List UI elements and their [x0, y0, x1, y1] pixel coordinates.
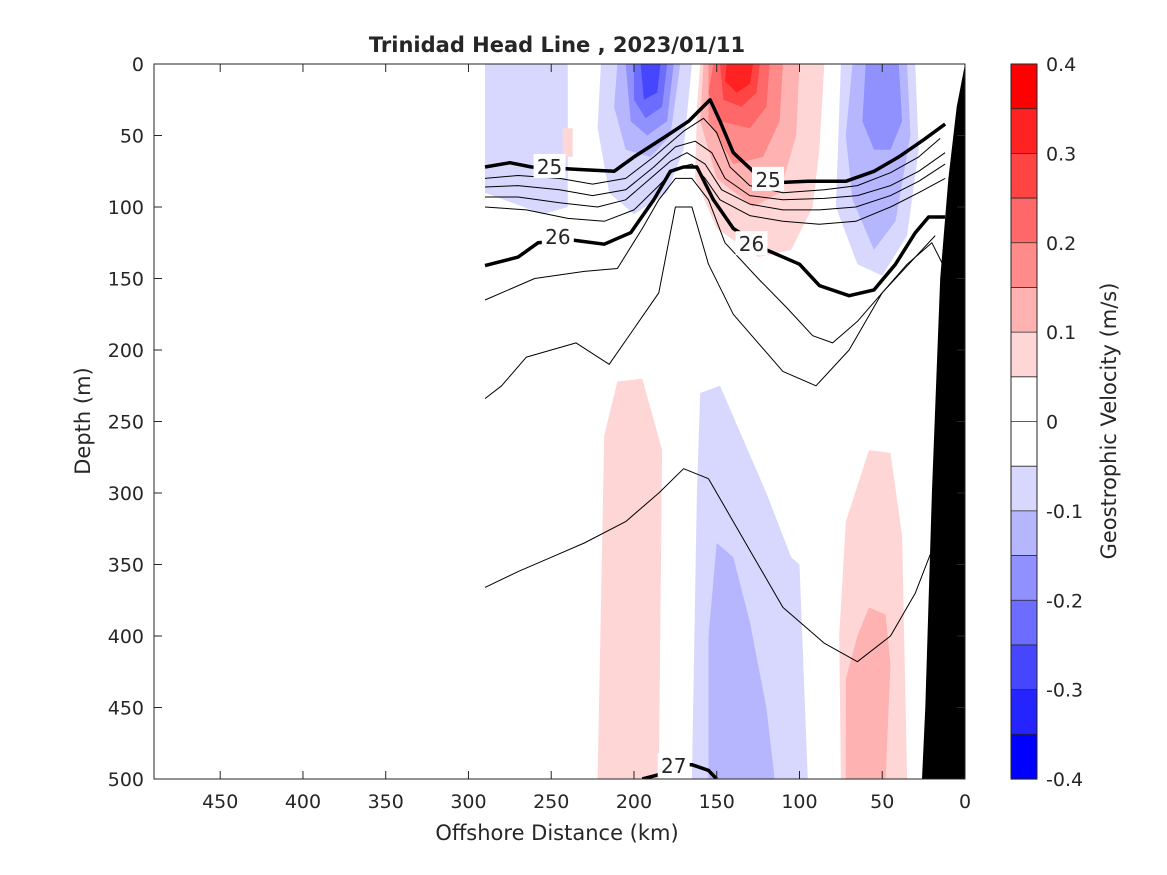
velocity-region-1 [485, 64, 568, 215]
velocity-region-7 [640, 64, 661, 100]
x-tick-label: 450 [202, 791, 238, 813]
x-tick-label: 350 [368, 791, 404, 813]
colorbar-band-4 [1011, 198, 1037, 244]
colorbar-band-7 [1011, 332, 1037, 378]
contour-label-2: 25 [755, 168, 780, 192]
colorbar-band-3 [1011, 153, 1037, 199]
velocity-region-17 [597, 378, 663, 779]
contour-label-bg-4 [735, 231, 768, 256]
y-tick-label: 300 [108, 483, 144, 505]
x-tick-label: 0 [959, 791, 971, 813]
colorbar-band-14 [1011, 644, 1037, 691]
density-contour-4 [485, 152, 946, 211]
colorbar-band-6 [1011, 287, 1037, 333]
colorbar-label: Geostrophic Velocity (m/s) [1097, 283, 1121, 560]
contour-label-5: 27 [661, 754, 686, 778]
x-axis-label: Offshore Distance (km) [435, 821, 678, 845]
plot-area: 25 25 26 26 27 [154, 64, 965, 779]
contour-label-3: 26 [545, 225, 570, 249]
colorbar: 0.4 0.3 0.2 0.1 0 -0.1 -0.2 -0.3 -0.4 [1010, 54, 1083, 791]
contour-label-4: 26 [739, 232, 764, 256]
x-tick-label: 200 [616, 791, 652, 813]
bathymetry-shelf [922, 64, 965, 779]
colorbar-tick-label: -0.3 [1046, 680, 1083, 702]
y-tick-label: 400 [108, 626, 144, 648]
contour-label-1: 25 [537, 155, 562, 179]
colorbar-tick-label: 0.4 [1046, 54, 1076, 76]
colorbar-frame [1010, 63, 1038, 780]
colorbar-band-15 [1011, 689, 1037, 735]
colorbar-band-5 [1011, 242, 1037, 289]
x-tick-label: 300 [450, 791, 486, 813]
density-contour-9 [484, 468, 958, 663]
x-axis: 450 400 350 300 250 200 150 100 50 0 [202, 64, 971, 813]
velocity-layer [485, 64, 919, 779]
y-tick-label: 50 [120, 126, 144, 148]
colorbar-tick-label: -0.2 [1046, 590, 1083, 612]
velocity-region-21 [845, 607, 891, 779]
contour-label-bg-3 [541, 224, 574, 249]
y-tick-label: 0 [132, 54, 144, 76]
y-axis-label: Depth (m) [71, 367, 95, 474]
colorbar-band-10 [1011, 466, 1037, 512]
x-tick-label: 150 [699, 791, 735, 813]
x-tick-label: 100 [781, 791, 817, 813]
colorbar-tick-label: 0.1 [1046, 322, 1076, 344]
colorbar-band-12 [1011, 555, 1037, 601]
y-tick-label: 150 [108, 269, 144, 291]
bathymetry-layer [922, 64, 965, 779]
contour-label-bg-1 [533, 153, 566, 178]
colorbar-tick-label: -0.1 [1046, 501, 1083, 523]
y-tick-label: 200 [108, 340, 144, 362]
y-tick-label: 500 [108, 769, 144, 791]
velocity-region-16 [862, 64, 903, 150]
colorbar-band-8 [1011, 376, 1037, 423]
density-contour-2 [484, 117, 941, 194]
density-contour-6 [484, 165, 946, 298]
density-contour-3 [484, 140, 946, 201]
colorbar-tick-label: -0.4 [1046, 769, 1083, 791]
colorbar-band-9 [1011, 421, 1037, 467]
contour-label-bg-5 [657, 753, 690, 778]
colorbar-band-1 [1011, 64, 1037, 110]
colorbar-tick-label: 0.3 [1046, 143, 1076, 165]
density-contour-5 [484, 163, 946, 225]
contour-label-bg-2 [752, 166, 785, 191]
y-axis: 0 50 100 150 200 250 300 350 400 450 500 [108, 54, 965, 791]
y-tick-label: 350 [108, 555, 144, 577]
x-tick-label: 400 [285, 791, 321, 813]
y-tick-label: 250 [108, 412, 144, 434]
colorbar-band-11 [1011, 510, 1037, 557]
chart-title: Trinidad Head Line , 2023/01/11 [369, 33, 745, 57]
velocity-region-19 [708, 543, 775, 779]
colorbar-tick-label: 0.2 [1046, 233, 1076, 255]
colorbar-band-16 [1011, 734, 1037, 780]
x-tick-label: 250 [533, 791, 569, 813]
density-contour-8 [484, 206, 936, 399]
colorbar-band-2 [1011, 108, 1037, 154]
velocity-region-2 [562, 128, 573, 157]
colorbar-tick-label: 0 [1046, 412, 1058, 434]
y-tick-label: 450 [108, 698, 144, 720]
x-tick-label: 50 [870, 791, 894, 813]
y-tick-label: 100 [108, 197, 144, 219]
contour-label-layer: 25 25 26 26 27 [533, 153, 785, 778]
velocity-region-13 [725, 64, 754, 93]
colorbar-band-13 [1011, 600, 1037, 646]
